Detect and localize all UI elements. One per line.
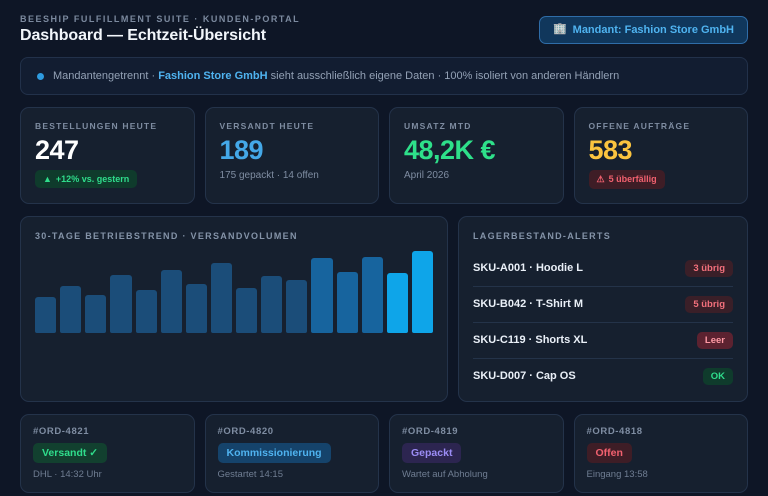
kpi-card: OFFENE AUFTRÄGE 583 ⚠ 5 überfällig [573,107,748,204]
chart-bar [135,290,157,333]
chart-bar [411,250,433,333]
chart-bar [236,287,258,333]
kpi-card: VERSANDT HEUTE 189 175 gepackt · 14 offen [204,107,379,204]
office-building-icon: 🏢 [552,23,567,35]
kpi-label: OFFENE AUFTRÄGE [588,121,691,132]
kpi-card: UMSATZ MTD 48,2K € April 2026 [389,107,564,204]
stock-alert-row[interactable]: SKU-A001 · Hoodie L 3 übrig [473,251,733,287]
chart-bar [311,258,333,333]
chart-bar [386,273,408,333]
shipping-volume-chart-panel: 30-TAGE BETRIEBSTREND · VERSANDVOLUMEN [20,215,448,402]
page-header: BEESHIP FULFILLMENT SUITE · KUNDEN-PORTA… [20,14,748,45]
banner-text: Mandantengetrennt · Fashion Store GmbH s… [53,69,619,83]
order-card[interactable]: #ORD-4820 Kommissionierung Gestartet 14:15 [204,413,379,493]
order-id: #ORD-4820 [217,425,274,437]
chart-bar [286,280,308,333]
chart-bar [261,276,283,333]
stock-item-name: SKU-A001 · Hoodie L [473,262,584,275]
chart-bar [361,256,383,333]
header-titles: BEESHIP FULFILLMENT SUITE · KUNDEN-PORTA… [20,14,300,45]
stock-alerts-panel: LAGERBESTAND-ALERTS SKU-A001 · Hoodie L 3… [458,215,748,402]
kpi-card: BESTELLUNGEN HEUTE 247 ▲ +12% vs. gestern [20,107,195,204]
stock-item-name: SKU-B042 · T-Shirt M [473,298,584,311]
chart-panel-title: 30-TAGE BETRIEBSTREND · VERSANDVOLUMEN [35,230,298,241]
stock-item-name: SKU-D007 · Cap OS [473,370,576,383]
middle-row: 30-TAGE BETRIEBSTREND · VERSANDVOLUMEN L… [20,215,748,402]
chart-bar [185,283,207,333]
order-card[interactable]: #ORD-4819 Gepackt Wartet auf Abholung [389,413,564,493]
stock-status-badge: Leer [696,331,733,349]
order-id: #ORD-4821 [33,425,90,437]
order-card[interactable]: #ORD-4818 Offen Eingang 13:58 [573,413,748,493]
order-id: #ORD-4819 [402,425,459,437]
order-id: #ORD-4818 [586,425,643,437]
stock-alert-row[interactable]: SKU-D007 · Cap OS OK [473,359,733,389]
kpi-trend-badge: ▲ +12% vs. gestern [35,169,138,188]
stock-status-badge: 3 übrig [685,259,733,277]
tenant-badge-label: Mandant: Fashion Store GmbH [572,23,734,36]
stock-item-name: SKU-C119 · Shorts XL [473,334,588,347]
shipping-volume-bar-chart [35,250,433,333]
kpi-label: VERSANDT HEUTE [219,121,315,132]
order-status-badge: Offen [586,442,632,463]
chart-bar [210,263,232,333]
order-meta: Eingang 13:58 [586,468,648,480]
trend-up-icon: ▲ [43,173,52,184]
tenant-selector-badge[interactable]: 🏢 Mandant: Fashion Store GmbH [538,15,748,44]
warning-triangle-icon: ⚠ [596,173,605,184]
stock-status-badge: OK [702,367,733,385]
recent-orders-row: #ORD-4821 Versandt ✓ DHL · 14:32 Uhr #ORD-4… [20,413,748,493]
breadcrumb: BEESHIP FULFILLMENT SUITE · KUNDEN-PORTA… [20,14,301,24]
order-status-badge: Versandt ✓ [33,442,108,463]
kpi-trend-badge: ⚠ 5 überfällig [588,169,665,189]
kpi-value: 247 [35,135,79,166]
banner-suffix: sieht ausschließlich eigene Daten · 100%… [267,70,620,82]
order-card[interactable]: #ORD-4821 Versandt ✓ DHL · 14:32 Uhr [20,413,195,493]
kpi-subtext: April 2026 [404,169,450,181]
kpi-value: 48,2K € [404,135,496,166]
chart-bar [160,270,182,333]
order-status-badge: Kommissionierung [217,442,331,463]
stock-status-badge: 5 übrig [685,295,733,313]
banner-prefix: Mandantengetrennt · [53,70,159,82]
chart-bar [110,275,132,333]
stock-alert-row[interactable]: SKU-B042 · T-Shirt M 5 übrig [473,287,733,323]
tenant-isolation-banner: Mandantengetrennt · Fashion Store GmbH s… [20,57,748,96]
stock-panel-title: LAGERBESTAND-ALERTS [473,230,612,241]
chart-bar [35,297,57,333]
kpi-row: BESTELLUNGEN HEUTE 247 ▲ +12% vs. gestern VE… [20,107,748,204]
chart-bar [85,295,107,333]
kpi-value: 189 [219,135,264,166]
kpi-label: BESTELLUNGEN HEUTE [35,121,158,132]
kpi-badge-label: +12% vs. gestern [55,173,130,184]
status-dot-icon [37,72,44,80]
order-meta: Wartet auf Abholung [402,468,488,480]
order-meta: Gestartet 14:15 [217,468,283,480]
kpi-value: 583 [588,135,633,166]
kpi-subtext: 175 gepackt · 14 offen [219,169,319,181]
page-title: Dashboard — Echtzeit-Übersicht [20,27,266,44]
order-status-badge: Gepackt [402,442,462,463]
kpi-label: UMSATZ MTD [404,121,472,132]
order-meta: DHL · 14:32 Uhr [33,468,102,480]
chart-bar [336,271,358,333]
chart-bar [60,286,82,333]
stock-alert-list: SKU-A001 · Hoodie L 3 übrig SKU-B042 · T-S… [473,251,733,389]
banner-tenant-name: Fashion Store GmbH [158,70,268,82]
kpi-badge-label: 5 überfällig [608,174,657,185]
stock-alert-row[interactable]: SKU-C119 · Shorts XL Leer [473,323,733,359]
